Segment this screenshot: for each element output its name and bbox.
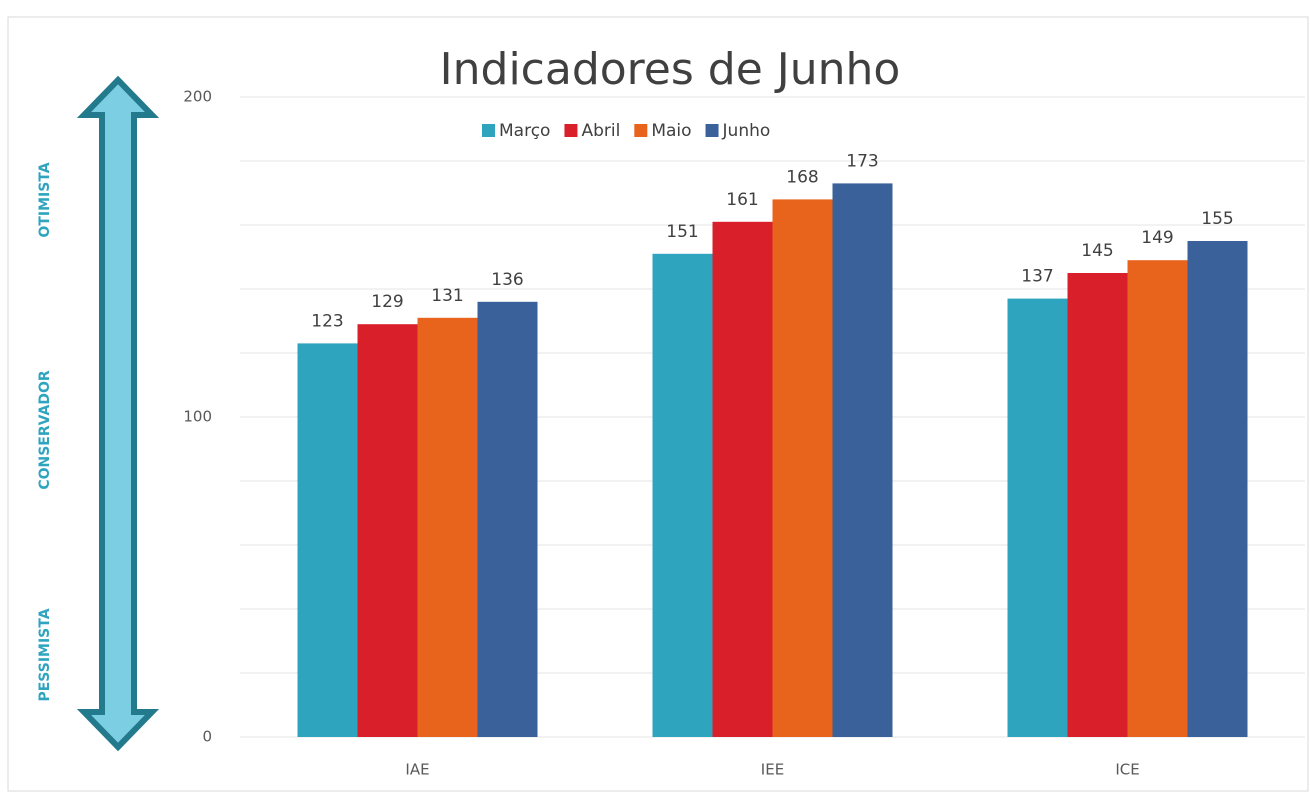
side-label: OTIMISTA bbox=[37, 162, 53, 237]
y-tick-label: 0 bbox=[202, 728, 212, 746]
bar bbox=[477, 301, 538, 737]
bar bbox=[417, 317, 478, 737]
bar bbox=[297, 343, 358, 737]
data-label: 131 bbox=[431, 286, 463, 306]
side-label: CONSERVADOR bbox=[37, 370, 53, 490]
data-label: 145 bbox=[1081, 241, 1113, 261]
data-label: 151 bbox=[666, 222, 698, 242]
data-label: 137 bbox=[1021, 267, 1053, 287]
data-label: 173 bbox=[846, 151, 878, 171]
side-labels: OTIMISTA CONSERVADOR PESSIMISTA bbox=[37, 162, 53, 701]
legend-label: Março bbox=[499, 121, 550, 141]
data-label: 161 bbox=[726, 190, 758, 210]
bar bbox=[1127, 260, 1188, 737]
bar bbox=[772, 199, 833, 737]
legend-label: Abril bbox=[581, 121, 620, 141]
data-label: 136 bbox=[491, 270, 523, 290]
bar bbox=[712, 221, 773, 738]
data-label: 168 bbox=[786, 167, 818, 187]
legend-label: Junho bbox=[722, 121, 771, 141]
x-tick-label: IAE bbox=[405, 761, 429, 779]
x-tick-label: ICE bbox=[1115, 761, 1139, 779]
arrow bbox=[76, 75, 160, 752]
bar bbox=[832, 183, 893, 737]
y-tick-label: 100 bbox=[183, 408, 212, 426]
x-tick-label: IEE bbox=[761, 761, 784, 779]
bar bbox=[1187, 241, 1248, 737]
legend-swatch bbox=[564, 124, 578, 137]
legend-label: Maio bbox=[651, 121, 691, 141]
legend-swatch bbox=[634, 124, 648, 137]
y-tick-label: 200 bbox=[183, 88, 212, 106]
bar bbox=[357, 324, 418, 737]
data-label: 129 bbox=[371, 292, 403, 312]
bar bbox=[1007, 298, 1068, 737]
data-label: 149 bbox=[1141, 228, 1173, 248]
bar bbox=[652, 253, 713, 738]
chart-title: Indicadores de Junho bbox=[440, 44, 901, 95]
data-label: 123 bbox=[311, 311, 343, 331]
side-label: PESSIMISTA bbox=[37, 608, 53, 701]
legend-swatch bbox=[705, 124, 719, 137]
data-label: 155 bbox=[1201, 209, 1233, 229]
bar bbox=[1067, 273, 1128, 737]
legend-swatch bbox=[482, 124, 495, 137]
